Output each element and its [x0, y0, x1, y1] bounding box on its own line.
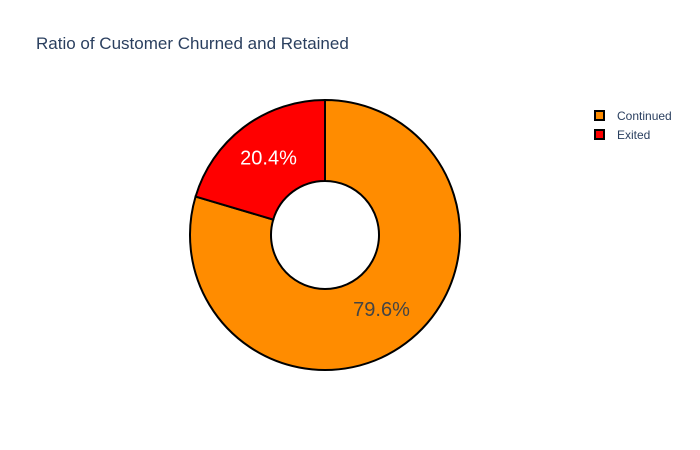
- slice-label-exited: 20.4%: [240, 148, 297, 170]
- pie-slice-exited[interactable]: [194, 98, 326, 221]
- legend-swatch-continued: [594, 110, 605, 121]
- legend-item-exited[interactable]: Exited: [594, 125, 694, 144]
- legend-label-continued: Continued: [617, 108, 672, 123]
- legend-swatch-exited: [594, 129, 605, 140]
- legend-item-continued[interactable]: Continued: [594, 106, 694, 125]
- pie-slice-continued[interactable]: [189, 98, 461, 371]
- legend-label-exited: Exited: [617, 127, 651, 142]
- donut-slices: [189, 98, 461, 371]
- chart-title: Ratio of Customer Churned and Retained: [36, 34, 349, 53]
- legend: Continued Exited: [594, 106, 694, 144]
- slice-label-continued: 79.6%: [353, 299, 410, 321]
- donut-labels: 79.6% 20.4%: [240, 148, 410, 322]
